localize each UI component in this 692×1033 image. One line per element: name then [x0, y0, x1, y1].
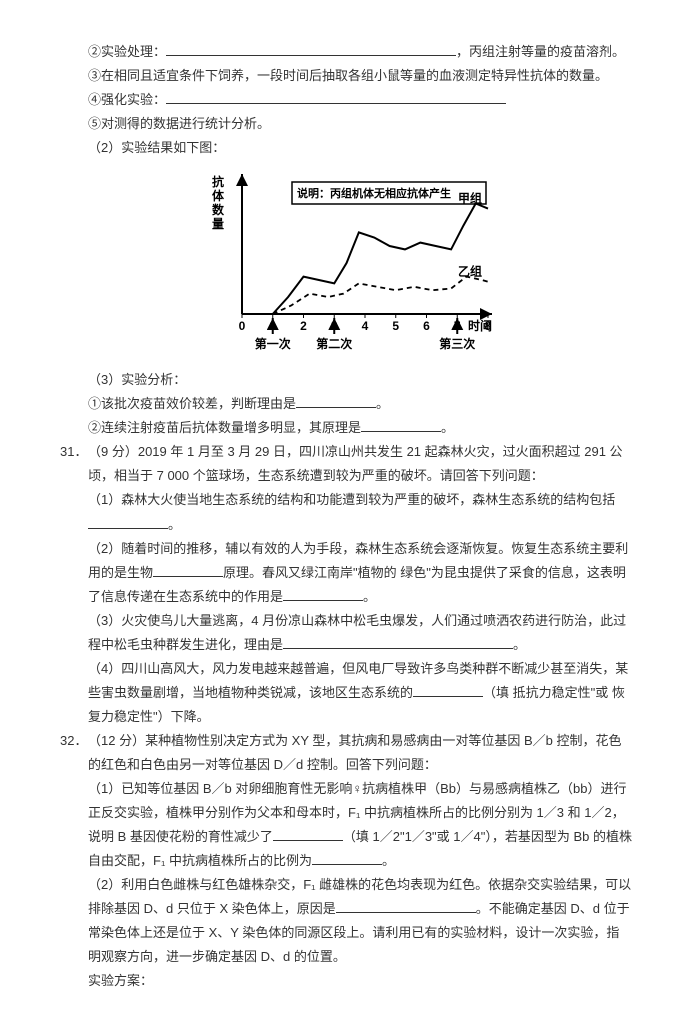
svg-text:0: 0: [239, 319, 246, 333]
q32-p1: （1）已知等位基因 B／b 对卵细胞育性无影响♀抗病植株甲（Bb）与易感病植株乙…: [88, 777, 632, 873]
svg-text:时间（d）: 时间（d）: [468, 318, 496, 333]
text: 。: [363, 589, 376, 604]
svg-text:说明：丙组机体无相应抗体产生: 说明：丙组机体无相应抗体产生: [297, 186, 451, 200]
blank: [283, 636, 513, 649]
q31-p4: （4）四川山高风大，风力发电越来越普遍，但风电厂导致许多鸟类种群不断减少甚至消失…: [88, 657, 632, 729]
analysis-title: （3）实验分析：: [60, 368, 632, 392]
text: 。: [382, 853, 395, 868]
q31-p3: （3）火灾使鸟儿大量逃离，4 月份凉山森林中松毛虫爆发，人们通过喷洒农药进行防治…: [88, 609, 632, 657]
analysis-1: ①该批次疫苗效价较差，判断理由是 。: [60, 392, 632, 416]
analysis-2: ②连续注射疫苗后抗体数量增多明显，其原理是 。: [60, 416, 632, 440]
svg-text:2: 2: [300, 319, 307, 333]
text: 。: [513, 637, 526, 652]
svg-text:数: 数: [212, 202, 225, 217]
q32-p2: （2）利用白色雌株与红色雄株杂交，F₁ 雌雄株的花色均表现为红色。依据杂交实验结…: [88, 873, 632, 969]
question-number: 32．: [60, 729, 88, 753]
text: ②连续注射疫苗后抗体数量增多明显，其原理是: [88, 420, 361, 435]
blank: [166, 43, 456, 56]
svg-text:抗: 抗: [212, 174, 224, 189]
text: 。: [168, 517, 181, 532]
experiment-step-2: ②实验处理： ，丙组注射等量的疫苗溶剂。: [60, 40, 632, 64]
svg-text:第一次: 第一次: [255, 336, 291, 351]
svg-text:6: 6: [423, 319, 430, 333]
text: （1）森林大火使当地生态系统的结构和功能遭到较为严重的破坏，森林生态系统的结构包…: [88, 492, 615, 507]
blank: [283, 588, 363, 601]
experiment-step-5: ⑤对测得的数据进行统计分析。: [60, 112, 632, 136]
experiment-step-4: ④强化实验：: [60, 88, 632, 112]
blank: [88, 516, 168, 529]
svg-text:第二次: 第二次: [316, 336, 352, 351]
svg-text:第三次: 第三次: [439, 336, 475, 351]
blank: [361, 419, 441, 432]
q32-p3: 实验方案：: [88, 969, 632, 993]
question-number: 31．: [60, 440, 88, 464]
question-31: 31． （9 分）2019 年 1 月至 3 月 29 日，四川凉山州共发生 2…: [60, 440, 632, 729]
blank: [312, 852, 382, 865]
svg-text:4: 4: [362, 319, 369, 333]
text: 。: [376, 396, 389, 411]
question-body: （9 分）2019 年 1 月至 3 月 29 日，四川凉山州共发生 21 起森…: [88, 440, 632, 729]
svg-text:体: 体: [212, 188, 225, 203]
question-32: 32． （12 分）某种植物性别决定方式为 XY 型，其抗病和易感病由一对等位基…: [60, 729, 632, 994]
text: 。: [441, 420, 454, 435]
q31-stem: （9 分）2019 年 1 月至 3 月 29 日，四川凉山州共发生 21 起森…: [88, 440, 632, 488]
blank: [413, 684, 483, 697]
result-title: （2）实验结果如下图：: [60, 136, 632, 160]
q32-stem: （12 分）某种植物性别决定方式为 XY 型，其抗病和易感病由一对等位基因 B／…: [88, 729, 632, 777]
experiment-step-3: ③在相同且适宜条件下饲养，一段时间后抽取各组小鼠等量的血液测定特异性抗体的数量。: [60, 64, 632, 88]
text: ①该批次疫苗效价较差，判断理由是: [88, 396, 296, 411]
text: ②实验处理：: [88, 44, 166, 59]
blank: [336, 900, 476, 913]
svg-text:甲组: 甲组: [458, 191, 482, 206]
blank: [153, 564, 223, 577]
svg-text:乙组: 乙组: [458, 264, 482, 279]
blank: [296, 395, 376, 408]
q31-p1: （1）森林大火使当地生态系统的结构和功能遭到较为严重的破坏，森林生态系统的结构包…: [88, 488, 632, 536]
question-body: （12 分）某种植物性别决定方式为 XY 型，其抗病和易感病由一对等位基因 B／…: [88, 729, 632, 994]
svg-text:量: 量: [212, 217, 224, 231]
document-body: ②实验处理： ，丙组注射等量的疫苗溶剂。 ③在相同且适宜条件下饲养，一段时间后抽取…: [60, 40, 632, 993]
text: ，丙组注射等量的疫苗溶剂。: [456, 44, 625, 59]
blank: [273, 828, 343, 841]
chart-container: 抗体数量012345678时间（d）第一次第二次第三次说明：丙组机体无相应抗体产…: [60, 168, 632, 358]
svg-text:5: 5: [392, 319, 399, 333]
text: ④强化实验：: [88, 92, 166, 107]
antibody-chart: 抗体数量012345678时间（d）第一次第二次第三次说明：丙组机体无相应抗体产…: [196, 168, 496, 358]
q31-p2: （2）随着时间的推移，辅以有效的人为手段，森林生态系统会逐渐恢复。恢复生态系统主…: [88, 537, 632, 609]
blank: [166, 91, 506, 104]
